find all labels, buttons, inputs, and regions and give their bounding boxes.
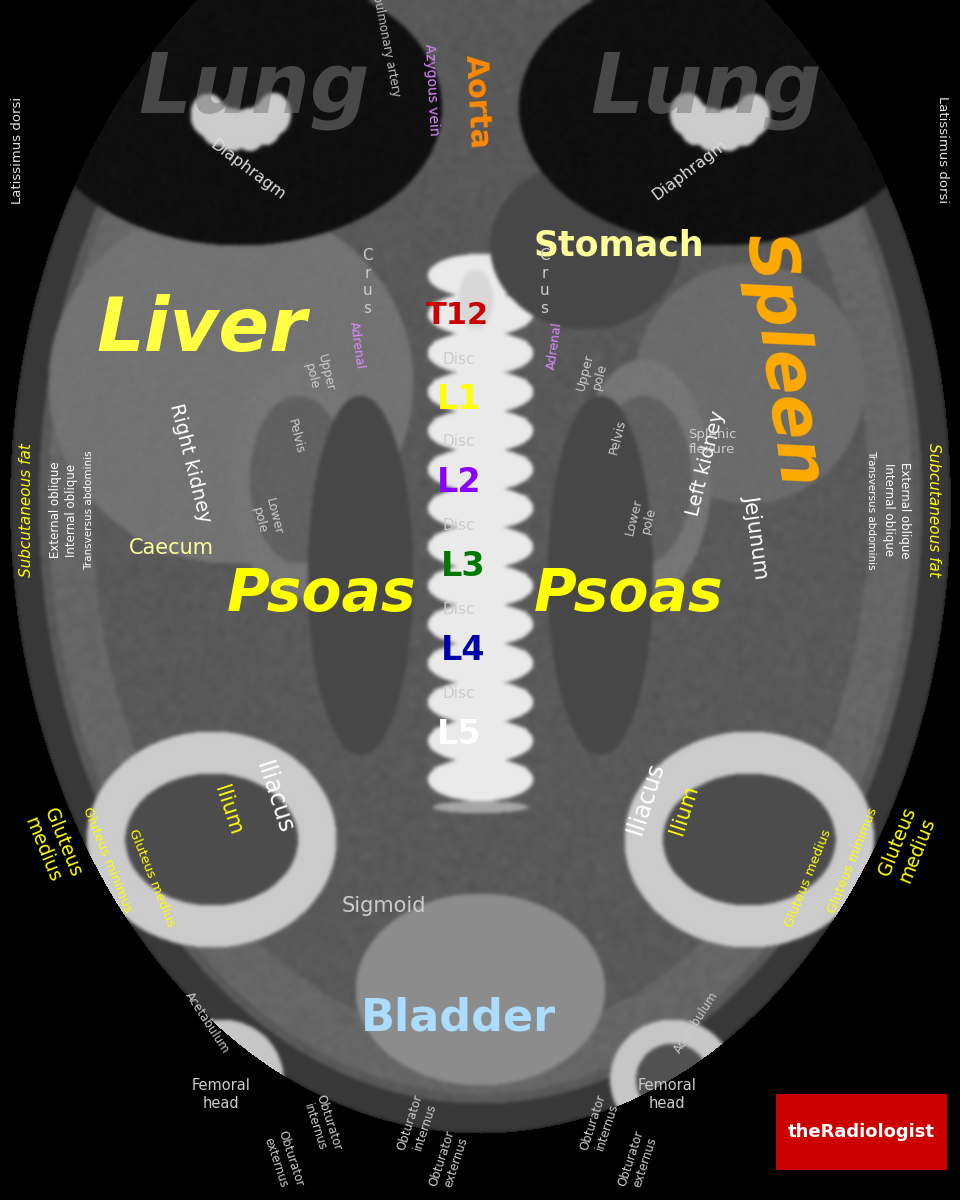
Text: Liver: Liver <box>96 294 307 366</box>
Text: Iliacus: Iliacus <box>251 758 297 838</box>
Text: T12: T12 <box>425 301 489 330</box>
Text: Pelvis: Pelvis <box>285 418 306 456</box>
Text: Obturator
externus: Obturator externus <box>427 1128 471 1193</box>
Text: Iliacus: Iliacus <box>622 758 668 838</box>
Bar <box>776 1094 947 1170</box>
Text: L3: L3 <box>441 550 485 583</box>
Text: Lower
pole: Lower pole <box>249 497 285 540</box>
Text: pulmonary artery: pulmonary artery <box>370 0 402 97</box>
Text: C
r
u
s: C r u s <box>362 248 373 316</box>
Text: Gluteus minimus: Gluteus minimus <box>826 805 879 916</box>
Text: Bladder: Bladder <box>361 996 557 1039</box>
Text: Spleen: Spleen <box>732 228 833 492</box>
Text: Psoas: Psoas <box>227 565 417 623</box>
Text: L5: L5 <box>437 718 481 751</box>
Text: Disc: Disc <box>443 353 475 367</box>
Text: Disc: Disc <box>443 686 475 701</box>
Text: Pelvis: Pelvis <box>607 418 628 456</box>
Text: External oblique: External oblique <box>49 462 62 558</box>
Text: Upper
pole: Upper pole <box>300 353 337 396</box>
Text: Internal oblique: Internal oblique <box>65 463 79 557</box>
Text: Obturator
internus: Obturator internus <box>396 1092 440 1157</box>
Text: Acetabulum: Acetabulum <box>671 989 721 1056</box>
Text: Femoral
head: Femoral head <box>637 1078 697 1111</box>
Text: Obturator
externus: Obturator externus <box>616 1128 660 1193</box>
Text: L2: L2 <box>437 466 481 499</box>
Text: Psoas: Psoas <box>534 565 724 623</box>
Text: Ilium: Ilium <box>210 782 245 838</box>
Text: Disc: Disc <box>443 602 475 617</box>
Text: C
r
u
s: C r u s <box>539 248 550 316</box>
Text: Adrenal: Adrenal <box>348 320 367 371</box>
Text: Splenic
flexure: Splenic flexure <box>688 427 736 456</box>
Text: Gluteus
medius: Gluteus medius <box>20 805 85 887</box>
Text: Internal oblique: Internal oblique <box>881 463 895 557</box>
Text: Disc: Disc <box>443 518 475 533</box>
Text: Latissimus dorsi: Latissimus dorsi <box>936 96 949 204</box>
Text: Gluteus medius: Gluteus medius <box>782 828 834 929</box>
Text: Stomach: Stomach <box>534 229 705 263</box>
Text: theRadiologist: theRadiologist <box>787 1123 935 1140</box>
Text: External oblique: External oblique <box>898 462 911 558</box>
Text: Subcutaneous fat: Subcutaneous fat <box>19 443 35 577</box>
Text: Femoral
head: Femoral head <box>191 1078 251 1111</box>
Text: L4: L4 <box>441 634 485 667</box>
Text: Ilium: Ilium <box>667 782 702 838</box>
Text: Lower
pole: Lower pole <box>623 497 660 540</box>
Text: Transversus abdominis: Transversus abdominis <box>866 450 876 570</box>
Text: L1: L1 <box>437 383 481 416</box>
Text: Lung: Lung <box>589 49 822 131</box>
Text: Left kidney: Left kidney <box>684 408 728 518</box>
Text: Disc: Disc <box>443 434 475 449</box>
Text: Acetabulum: Acetabulum <box>182 989 232 1056</box>
Text: Latissimus dorsi: Latissimus dorsi <box>11 96 24 204</box>
Text: Aorta: Aorta <box>460 54 494 150</box>
Text: Diaphragm: Diaphragm <box>207 138 288 203</box>
Text: Transversus abdominis: Transversus abdominis <box>84 450 94 570</box>
Text: Upper
pole: Upper pole <box>574 353 611 396</box>
Text: Diaphragm: Diaphragm <box>649 138 730 203</box>
Text: Adrenal: Adrenal <box>545 320 564 371</box>
Text: Right kidney: Right kidney <box>166 402 214 524</box>
Text: Jejunum: Jejunum <box>740 493 771 580</box>
Text: Gluteus minimus: Gluteus minimus <box>81 805 134 916</box>
Text: Obturator
internus: Obturator internus <box>300 1092 344 1157</box>
Text: Gluteus medius: Gluteus medius <box>126 828 178 929</box>
Text: Lung: Lung <box>138 49 371 131</box>
Text: Subcutaneous fat: Subcutaneous fat <box>925 443 941 577</box>
Text: Caecum: Caecum <box>129 539 213 558</box>
Text: Gluteus
medius: Gluteus medius <box>875 805 940 887</box>
Text: Obturator
internus: Obturator internus <box>578 1092 622 1157</box>
Text: Azygous vein: Azygous vein <box>421 43 441 137</box>
Text: Obturator
externus: Obturator externus <box>261 1128 305 1193</box>
Text: Sigmoid: Sigmoid <box>342 896 426 916</box>
